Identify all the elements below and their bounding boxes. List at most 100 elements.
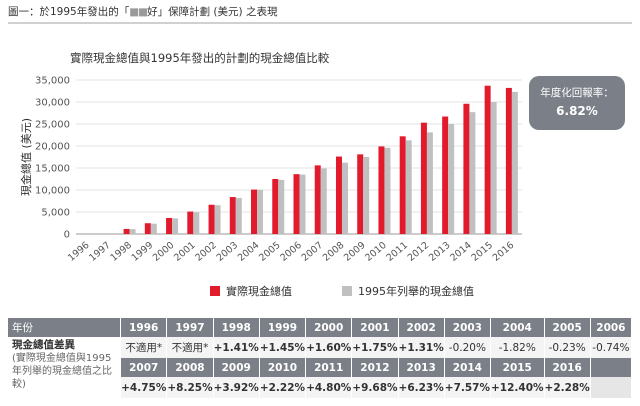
bar-actual	[335, 156, 342, 234]
chart-title: 實際現金總值與1995年發出的計劃的現金總值比較	[70, 51, 330, 65]
table-header-label: 年份	[8, 318, 122, 337]
value-cell: -0.23%	[544, 337, 591, 358]
bar-actual	[144, 223, 151, 234]
x-tick-label: 2002	[193, 240, 219, 264]
bar-actual	[251, 189, 258, 234]
caption-suffix: 好」保障計劃 (美元) 之表現	[147, 6, 278, 18]
value-cell: +12.40%	[490, 377, 545, 398]
x-tick-label: 1997	[87, 240, 113, 264]
x-tick-label: 2011	[385, 240, 411, 264]
bar-projected	[129, 229, 136, 234]
value-cell: +2.22%	[259, 377, 307, 398]
year-cell: 2015	[490, 358, 545, 377]
x-tick-label: 2007	[300, 240, 326, 264]
value-cell: +9.68%	[351, 377, 399, 398]
x-tick-label: 2010	[363, 240, 389, 264]
bar-projected	[278, 179, 285, 234]
bar-projected	[511, 91, 518, 234]
row-label: 現金總值差異 (實際現金總值與1995年列舉的現金總值之比較)	[8, 337, 122, 398]
caption-divider	[8, 22, 632, 24]
value-cell: 不適用*	[120, 337, 168, 358]
bar-actual	[357, 154, 364, 234]
bar-projected	[320, 168, 327, 234]
value-cell: 不適用*	[166, 337, 214, 358]
y-tick-label: 20,000	[35, 142, 70, 153]
bar-projected	[490, 102, 497, 234]
value-cell: +1.75%	[351, 337, 399, 358]
bar-projected	[172, 218, 179, 234]
bar-projected	[150, 223, 157, 234]
bar-projected	[299, 174, 306, 234]
year-cell: 2003	[444, 318, 492, 337]
bar-actual	[484, 85, 491, 234]
badge-label: 年度化回報率：	[540, 87, 614, 99]
value-cell: +7.57%	[444, 377, 492, 398]
x-tick-label: 2001	[172, 240, 198, 264]
year-cell: 2008	[166, 358, 214, 377]
bar-actual	[187, 211, 194, 234]
row-subtitle: (實際現金總值與1995年列舉的現金總值之比較)	[12, 353, 112, 390]
bar-projected	[448, 124, 455, 234]
legend-actual-swatch	[210, 286, 220, 296]
x-tick-label: 2014	[448, 240, 474, 264]
x-tick-label: 2008	[321, 240, 347, 264]
row-title: 現金總值差異	[12, 339, 75, 351]
bar-projected	[193, 212, 200, 234]
x-tick-label: 2016	[491, 240, 517, 264]
y-tick-label: 15,000	[35, 164, 70, 175]
x-tick-label: 2003	[215, 240, 241, 264]
legend-projected-swatch	[342, 286, 352, 296]
table-row: +4.75% +8.25% +3.92% +2.22% +4.80% +9.68% +6.2…	[8, 377, 633, 398]
bar-actual	[229, 197, 236, 234]
value-cell: +4.80%	[305, 377, 353, 398]
bar-projected	[214, 205, 221, 234]
year-cell: 2009	[213, 358, 260, 377]
bar-projected	[235, 197, 242, 234]
value-cell: +1.31%	[398, 337, 445, 358]
x-tick-label: 1996	[66, 240, 92, 264]
bar-projected	[341, 162, 348, 234]
table-header-row: 2007 2008 2009 2010 2011 2012 2013 2014 2015 2016	[8, 358, 633, 377]
year-cell: 2014	[444, 358, 492, 377]
y-tick-label: 0	[64, 230, 70, 241]
bar-actual	[442, 116, 449, 234]
year-cell: 2010	[259, 358, 307, 377]
x-tick-label: 2012	[406, 240, 432, 264]
bar-projected	[405, 140, 412, 234]
annualized-return-badge: 年度化回報率： 6.82%	[529, 76, 625, 130]
legend-projected: 1995年列舉的現金總值	[342, 283, 474, 299]
bar-actual	[399, 136, 406, 234]
year-cell: 2000	[305, 318, 353, 337]
bar-actual	[272, 179, 279, 234]
year-cell: 1996	[120, 318, 168, 337]
year-cell: 2012	[351, 358, 399, 377]
caption-redacted: ■■	[129, 6, 148, 18]
figure-caption: 圖一：於1995年發出的「■■好」保障計劃 (美元) 之表現	[8, 4, 277, 19]
x-tick-label: 2006	[278, 240, 304, 264]
year-cell: 2007	[120, 358, 168, 377]
bar-actual	[463, 103, 470, 234]
table-row: 現金總值差異 (實際現金總值與1995年列舉的現金總值之比較) 不適用* 不適用* +…	[8, 337, 633, 398]
bar-actual	[166, 217, 173, 234]
year-cell: 2004	[490, 318, 545, 337]
bar-projected	[469, 112, 476, 234]
legend-actual-label: 實際現金總值	[226, 285, 292, 298]
year-cell: 2006	[590, 318, 633, 337]
x-tick-label: 2005	[257, 240, 283, 264]
year-cell: 1999	[259, 318, 307, 337]
bar-projected	[384, 147, 391, 234]
year-cell: 2001	[351, 318, 399, 337]
bar-chart: 0 5,000 10,000 15,000 20,000 25,000 30,000 35,0…	[19, 76, 522, 264]
bar-actual	[208, 204, 215, 234]
bar-actual	[314, 165, 321, 234]
bar-actual	[420, 122, 427, 234]
empty-cell	[590, 377, 633, 398]
table-header-row: 年份 1996 1997 1998 1999 2000 2001 2002 2003 2004 2…	[8, 318, 633, 337]
y-axis-label: 現金總值 (美元)	[19, 118, 33, 196]
x-tick-label: 2009	[342, 240, 368, 264]
x-tick-label: 2004	[236, 240, 262, 264]
bar-projected	[363, 157, 370, 234]
year-cell: 1997	[166, 318, 214, 337]
bar-actual	[123, 228, 130, 234]
year-cell: 2005	[544, 318, 591, 337]
